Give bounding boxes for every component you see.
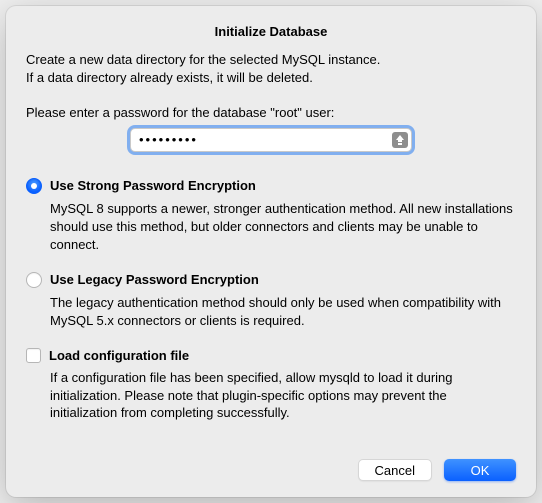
option-load-config: Load configuration file If a configurati… xyxy=(26,348,516,423)
password-field-wrap xyxy=(130,128,412,152)
root-password-input[interactable] xyxy=(130,128,412,152)
password-row xyxy=(26,128,516,152)
intro-line-1: Create a new data directory for the sele… xyxy=(26,52,380,67)
option-strong-desc: MySQL 8 supports a newer, stronger authe… xyxy=(50,200,516,254)
radio-strong-encryption[interactable] xyxy=(26,178,42,194)
initialize-database-dialog: Initialize Database Create a new data di… xyxy=(6,6,536,497)
password-prompt: Please enter a password for the database… xyxy=(26,105,516,120)
spacer xyxy=(26,440,516,451)
button-row: Cancel OK xyxy=(26,459,516,481)
option-legacy-header[interactable]: Use Legacy Password Encryption xyxy=(26,272,516,288)
option-load-config-desc: If a configuration file has been specifi… xyxy=(50,369,516,423)
option-strong-header[interactable]: Use Strong Password Encryption xyxy=(26,178,516,194)
option-strong-label: Use Strong Password Encryption xyxy=(50,178,256,193)
option-legacy-desc: The legacy authentication method should … xyxy=(50,294,516,330)
radio-legacy-encryption[interactable] xyxy=(26,272,42,288)
option-load-config-header[interactable]: Load configuration file xyxy=(26,348,516,363)
ok-button[interactable]: OK xyxy=(444,459,516,481)
caps-lock-icon xyxy=(392,132,408,148)
intro-line-2: If a data directory already exists, it w… xyxy=(26,70,313,85)
checkbox-load-config[interactable] xyxy=(26,348,41,363)
intro-text: Create a new data directory for the sele… xyxy=(26,51,516,87)
cancel-button[interactable]: Cancel xyxy=(358,459,432,481)
dialog-title: Initialize Database xyxy=(26,24,516,39)
option-load-config-label: Load configuration file xyxy=(49,348,189,363)
option-legacy-encryption: Use Legacy Password Encryption The legac… xyxy=(26,272,516,330)
option-legacy-label: Use Legacy Password Encryption xyxy=(50,272,259,287)
option-strong-encryption: Use Strong Password Encryption MySQL 8 s… xyxy=(26,178,516,254)
